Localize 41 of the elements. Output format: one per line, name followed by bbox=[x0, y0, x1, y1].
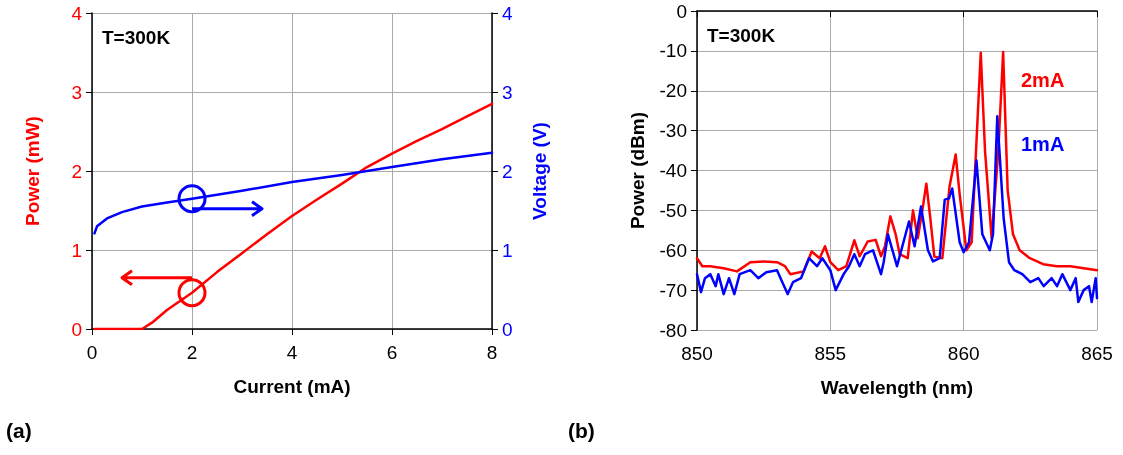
x-tick-label: 8 bbox=[486, 342, 498, 363]
series-label: 2mA bbox=[1021, 69, 1065, 92]
y2-tick-label: 4 bbox=[502, 2, 513, 24]
y-tick-label: -10 bbox=[659, 40, 687, 62]
x-axis-title: Wavelength (nm) bbox=[820, 377, 974, 398]
line-series bbox=[695, 115, 1099, 304]
y-tick-label: -80 bbox=[659, 319, 687, 341]
y-tick-label: -30 bbox=[659, 120, 687, 142]
y-axis-title: Power (mW) bbox=[22, 116, 43, 226]
y-tick-label: -20 bbox=[659, 80, 687, 102]
y-tick-label: 0 bbox=[71, 318, 82, 340]
y2-tick-label: 3 bbox=[502, 81, 513, 103]
y-tick-label: 2 bbox=[71, 160, 82, 182]
y2-tick-label: 2 bbox=[502, 160, 513, 182]
x-tick-label: 855 bbox=[814, 343, 847, 364]
y-tick-label: -50 bbox=[659, 199, 687, 221]
y-tick-label: -60 bbox=[659, 239, 687, 261]
y-tick-label: 1 bbox=[71, 239, 82, 261]
y-tick-label: -40 bbox=[659, 160, 687, 181]
x-tick-label: 4 bbox=[286, 342, 298, 363]
y-tick-label: 4 bbox=[71, 2, 83, 24]
y2-tick-label: 1 bbox=[502, 239, 513, 261]
y-tick-label: -70 bbox=[659, 279, 687, 301]
line-series bbox=[93, 151, 494, 235]
x-axis-title: Current (mA) bbox=[233, 376, 351, 397]
text: (b) bbox=[568, 419, 595, 442]
text: (a) bbox=[6, 419, 32, 442]
y-tick-label: 3 bbox=[71, 81, 82, 103]
y2-axis-title: Voltage (V) bbox=[529, 122, 550, 220]
series-label: 1mA bbox=[1021, 133, 1065, 156]
annotation: T=300K bbox=[102, 27, 171, 48]
y-tick-label: 0 bbox=[676, 0, 687, 22]
y2-tick-label: 0 bbox=[502, 318, 513, 340]
y-axis-title: Power (dBm) bbox=[627, 111, 648, 230]
x-tick-label: 0 bbox=[86, 342, 98, 363]
x-tick-label: 865 bbox=[1081, 343, 1113, 364]
x-tick-label: 2 bbox=[186, 342, 198, 363]
x-tick-label: 6 bbox=[386, 342, 398, 363]
x-tick-label: 850 bbox=[681, 343, 713, 364]
annotation: T=300K bbox=[707, 25, 776, 46]
x-tick-label: 860 bbox=[947, 343, 980, 364]
